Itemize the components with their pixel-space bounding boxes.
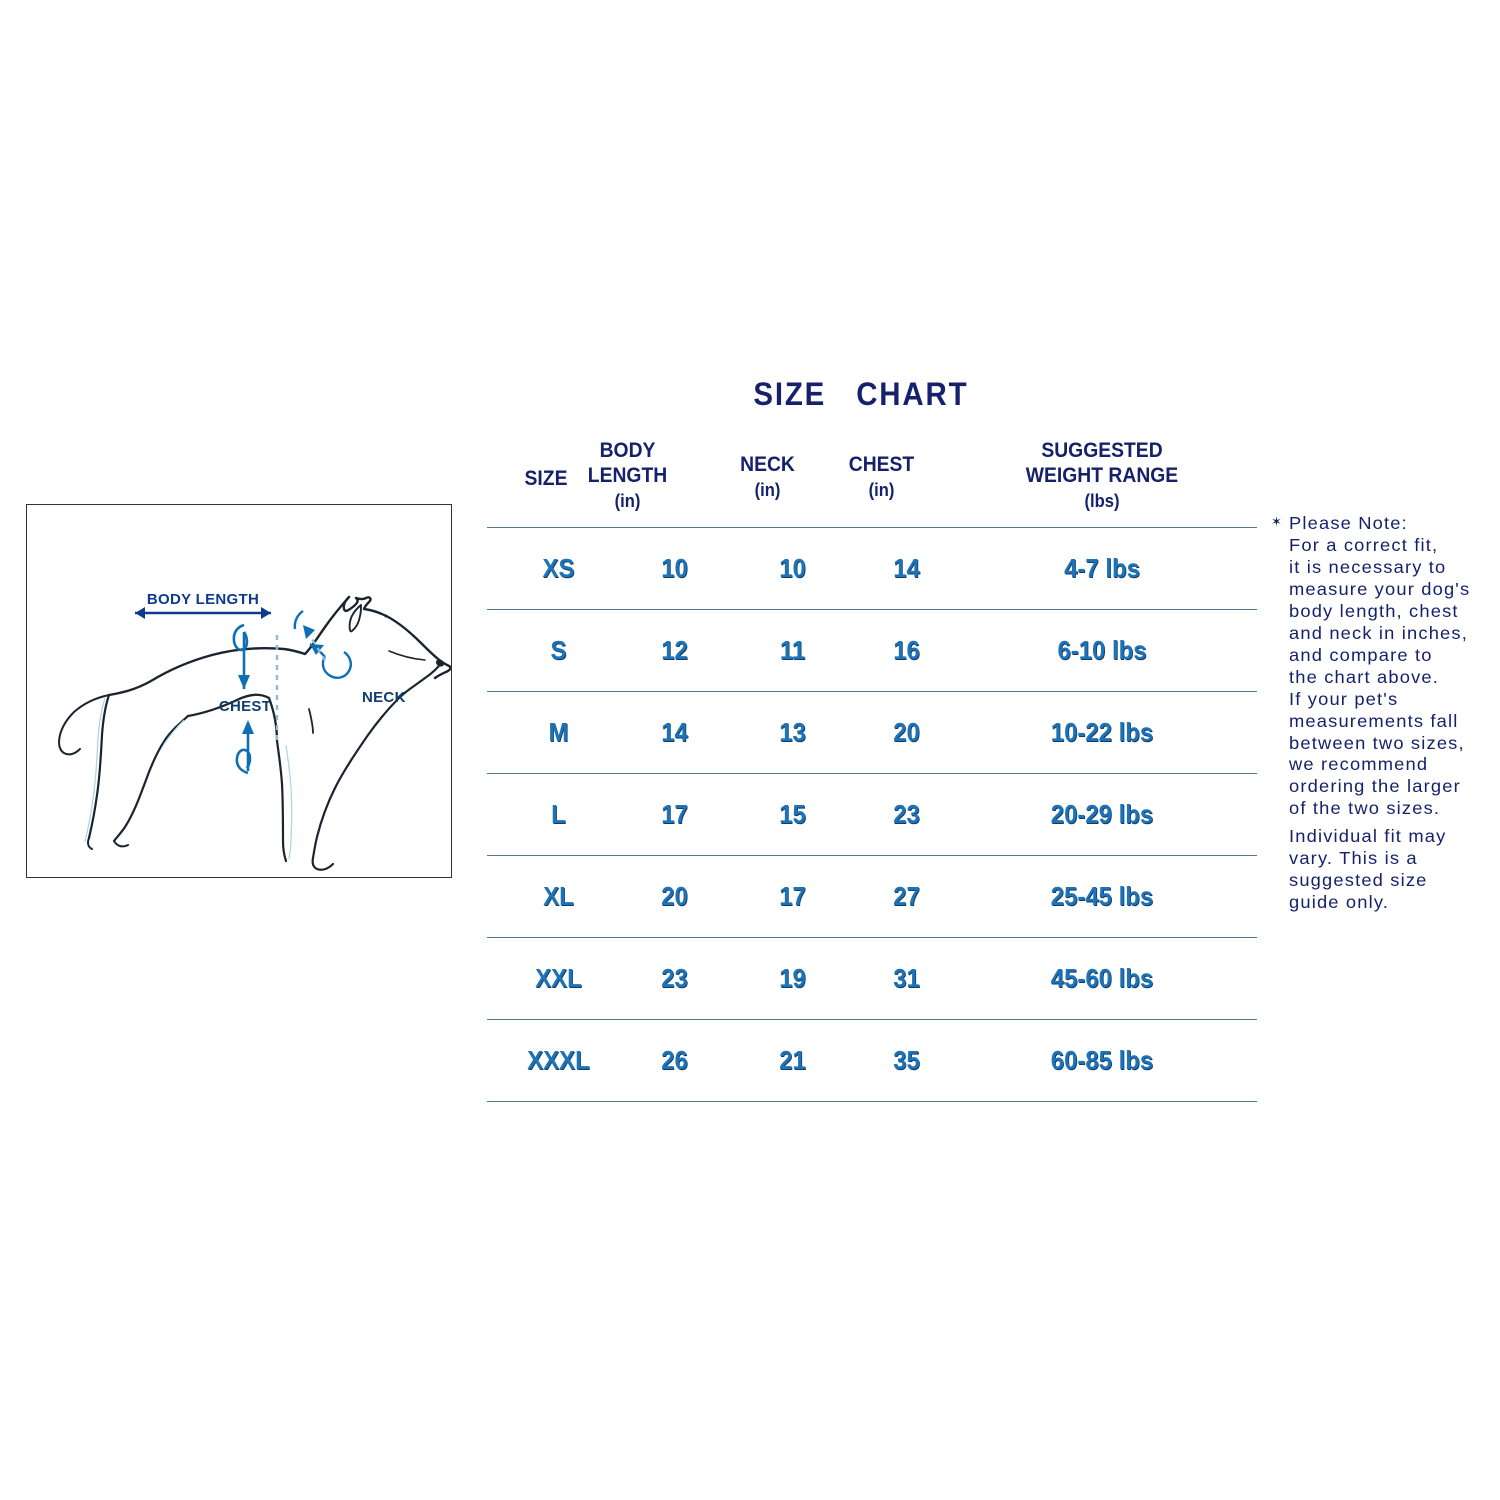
svg-text:BODY LENGTH: BODY LENGTH xyxy=(147,591,259,608)
svg-text:NECK: NECK xyxy=(362,689,406,706)
svg-text:CHEST: CHEST xyxy=(219,698,271,715)
